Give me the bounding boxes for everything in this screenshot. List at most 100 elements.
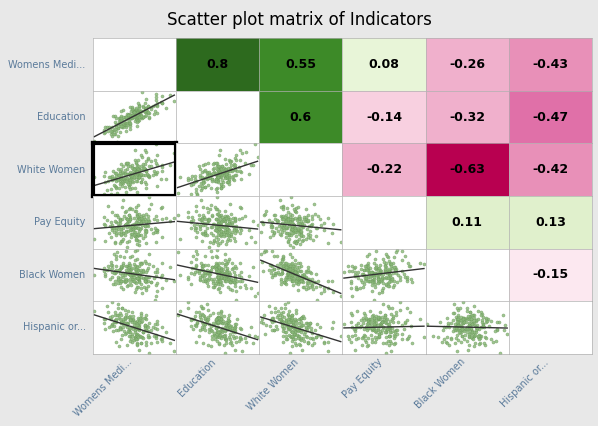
Point <box>240 334 249 341</box>
Point <box>214 162 224 169</box>
Point <box>109 182 118 189</box>
Point <box>213 163 222 170</box>
Point <box>128 222 138 229</box>
Point <box>327 277 337 284</box>
Point <box>123 217 133 224</box>
Point <box>124 119 134 126</box>
Point <box>389 264 398 271</box>
Point <box>384 271 393 278</box>
Point <box>282 204 291 211</box>
Point <box>265 323 274 330</box>
Point <box>220 173 230 180</box>
Point <box>199 263 208 270</box>
Point <box>122 244 132 251</box>
Point <box>301 320 311 326</box>
Point <box>415 315 425 322</box>
Point <box>277 213 286 220</box>
Point <box>220 278 230 285</box>
Point <box>267 219 277 225</box>
Point <box>250 293 260 300</box>
Point <box>130 232 140 239</box>
Point <box>237 149 247 156</box>
Point <box>190 221 199 228</box>
Point <box>276 276 286 282</box>
Point <box>286 328 296 334</box>
Point <box>451 324 461 331</box>
Point <box>133 157 142 164</box>
Point <box>250 239 260 245</box>
Point <box>307 282 317 288</box>
Point <box>129 231 139 238</box>
Point <box>237 347 247 354</box>
Point <box>364 335 373 342</box>
Point <box>364 325 374 331</box>
Point <box>261 331 270 337</box>
Point <box>246 161 255 168</box>
Point <box>195 216 205 222</box>
Point <box>286 232 295 239</box>
Point <box>202 170 212 176</box>
Point <box>307 334 317 341</box>
Point <box>359 317 368 324</box>
Point <box>198 204 208 211</box>
Point <box>295 315 304 322</box>
Point <box>350 268 359 275</box>
Point <box>278 212 288 219</box>
Point <box>220 218 230 225</box>
Point <box>203 232 212 239</box>
Point <box>151 321 160 328</box>
Point <box>191 176 200 182</box>
Point <box>376 278 386 285</box>
Point <box>108 208 117 215</box>
Point <box>107 128 117 135</box>
Point <box>121 310 130 317</box>
Point <box>208 224 217 230</box>
Point <box>211 170 221 177</box>
Point <box>151 334 161 341</box>
Point <box>212 193 222 200</box>
Point <box>388 270 398 276</box>
Point <box>121 114 131 121</box>
Point <box>130 270 139 277</box>
Point <box>360 277 370 284</box>
Point <box>227 166 236 173</box>
Point <box>133 225 142 232</box>
Point <box>465 308 475 315</box>
Point <box>212 267 221 274</box>
Point <box>284 273 294 279</box>
Point <box>205 328 214 335</box>
Point <box>296 268 306 275</box>
Point <box>480 324 489 331</box>
Point <box>288 332 298 339</box>
Point <box>132 213 142 219</box>
Point <box>371 262 381 268</box>
Point <box>211 176 221 183</box>
Point <box>229 227 239 233</box>
Point <box>141 218 151 225</box>
Point <box>219 224 228 231</box>
Point <box>141 227 150 233</box>
Point <box>216 278 225 285</box>
Point <box>112 176 122 183</box>
Point <box>124 211 134 218</box>
Point <box>370 321 379 328</box>
Point <box>130 273 139 280</box>
Point <box>125 262 135 268</box>
Point <box>307 342 316 348</box>
Point <box>205 216 214 223</box>
Point <box>277 219 287 226</box>
Point <box>312 296 322 303</box>
Point <box>276 278 286 285</box>
Point <box>125 317 135 323</box>
Point <box>227 230 236 237</box>
Point <box>285 332 294 339</box>
Point <box>123 159 132 166</box>
Point <box>276 225 286 232</box>
Point <box>297 335 306 342</box>
Point <box>233 277 242 284</box>
Point <box>133 211 142 218</box>
Point <box>121 277 131 284</box>
Point <box>279 222 289 228</box>
Point <box>352 283 361 290</box>
Point <box>219 332 228 339</box>
